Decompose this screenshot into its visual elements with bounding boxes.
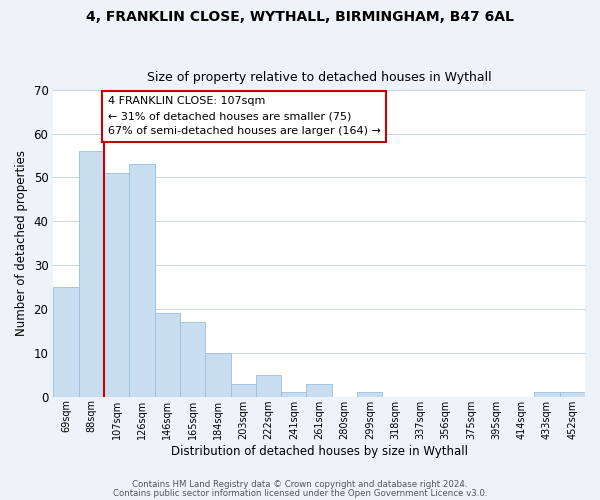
Bar bbox=[357, 392, 382, 396]
Bar bbox=[205, 353, 230, 397]
Text: 4 FRANKLIN CLOSE: 107sqm
← 31% of detached houses are smaller (75)
67% of semi-d: 4 FRANKLIN CLOSE: 107sqm ← 31% of detach… bbox=[108, 96, 380, 136]
Title: Size of property relative to detached houses in Wythall: Size of property relative to detached ho… bbox=[147, 72, 491, 85]
Y-axis label: Number of detached properties: Number of detached properties bbox=[15, 150, 28, 336]
Bar bbox=[307, 384, 332, 396]
Bar bbox=[104, 173, 129, 396]
Bar bbox=[180, 322, 205, 396]
Bar bbox=[155, 314, 180, 396]
Text: 4, FRANKLIN CLOSE, WYTHALL, BIRMINGHAM, B47 6AL: 4, FRANKLIN CLOSE, WYTHALL, BIRMINGHAM, … bbox=[86, 10, 514, 24]
Bar bbox=[230, 384, 256, 396]
Bar bbox=[281, 392, 307, 396]
Bar bbox=[53, 287, 79, 397]
Text: Contains public sector information licensed under the Open Government Licence v3: Contains public sector information licen… bbox=[113, 490, 487, 498]
Bar bbox=[535, 392, 560, 396]
Bar bbox=[560, 392, 585, 396]
Bar bbox=[256, 375, 281, 396]
Bar bbox=[79, 151, 104, 396]
Bar bbox=[129, 164, 155, 396]
Text: Contains HM Land Registry data © Crown copyright and database right 2024.: Contains HM Land Registry data © Crown c… bbox=[132, 480, 468, 489]
X-axis label: Distribution of detached houses by size in Wythall: Distribution of detached houses by size … bbox=[170, 444, 467, 458]
